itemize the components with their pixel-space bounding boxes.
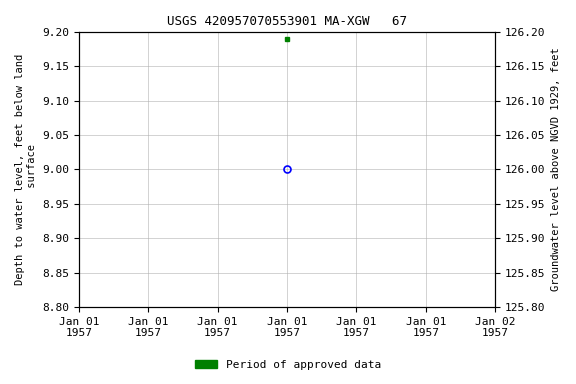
Legend: Period of approved data: Period of approved data <box>191 356 385 375</box>
Title: USGS 420957070553901 MA-XGW   67: USGS 420957070553901 MA-XGW 67 <box>167 15 407 28</box>
Y-axis label: Depth to water level, feet below land
 surface: Depth to water level, feet below land su… <box>15 54 37 285</box>
Y-axis label: Groundwater level above NGVD 1929, feet: Groundwater level above NGVD 1929, feet <box>551 48 561 291</box>
